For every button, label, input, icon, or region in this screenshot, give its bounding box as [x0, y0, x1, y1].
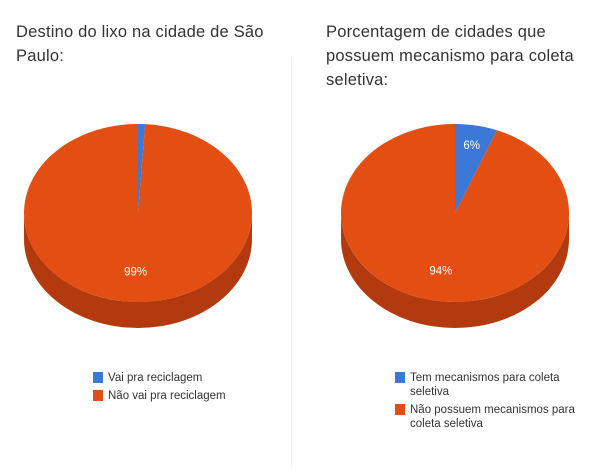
- pie-slice: [23, 124, 252, 303]
- legend-swatch: [395, 404, 405, 415]
- pie-side: [341, 213, 569, 328]
- chart-title: Destino do lixo na cidade de São Paulo:: [16, 23, 264, 65]
- legend-swatch: [93, 372, 103, 383]
- slice-label: 6%: [463, 140, 480, 152]
- pie-slice: [138, 124, 146, 213]
- legend: Vai pra reciclagem Não vai pra reciclage…: [93, 371, 278, 407]
- legend-label: Não vai pra reciclagem: [108, 390, 226, 402]
- legend-swatch: [395, 372, 405, 383]
- legend-item: Não possuem mecanismos para coleta selet…: [395, 403, 585, 431]
- legend-item: Tem mecanismos para coleta seletiva: [395, 371, 585, 399]
- legend-item: Vai pra reciclagem: [93, 371, 278, 385]
- pie-slice: [341, 124, 569, 303]
- legend: Tem mecanismos para coleta seletiva Não …: [395, 371, 585, 435]
- slice-label: 99%: [124, 267, 147, 279]
- pie-side: [24, 213, 252, 328]
- pie-chart: 6% 94%: [341, 124, 569, 328]
- legend-label: Tem mecanismos para coleta seletiva: [410, 372, 560, 398]
- legend-swatch: [93, 390, 103, 401]
- legend-label: Vai pra reciclagem: [108, 372, 203, 384]
- pie-chart: 99%: [23, 124, 252, 328]
- legend-item: Não vai pra reciclagem: [93, 389, 278, 403]
- slice-label: 94%: [429, 266, 452, 278]
- pie-slice: [455, 124, 497, 213]
- chart-panel-left: Destino do lixo na cidade de São Paulo: …: [0, 0, 292, 472]
- chart-title: Porcentagem de cidades que possuem mecan…: [326, 23, 574, 89]
- chart-panel-right: Porcentagem de cidades que possuem mecan…: [292, 0, 596, 472]
- legend-label: Não possuem mecanismos para coleta selet…: [410, 404, 575, 430]
- panel-divider: [291, 58, 292, 468]
